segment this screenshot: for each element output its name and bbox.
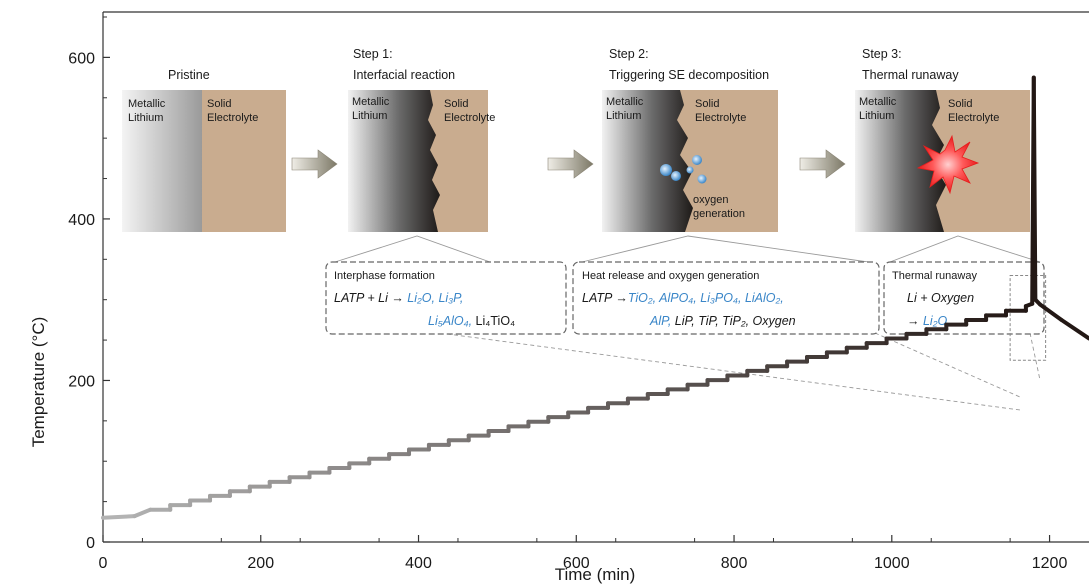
flame-burst-icon	[916, 134, 980, 195]
panel-title-line-2: Thermal runaway	[862, 68, 959, 82]
callout-reactant: →	[907, 314, 923, 328]
panel-title-line-1: Step 2:	[609, 47, 649, 61]
electrolyte-block	[202, 90, 286, 232]
panel-step-1: Step 1: Interfacial reaction Metallic Li…	[348, 47, 495, 232]
callout-product-highlight: Li₂O, Li₃P,	[407, 291, 463, 305]
axis-ticks	[102, 16, 1051, 543]
callout-product-highlight: AlP,	[649, 314, 671, 328]
panel-title-line-1: Step 1:	[353, 47, 393, 61]
x-tick-label: 1000	[874, 555, 910, 572]
x-tick-label: 200	[247, 555, 274, 572]
panel-title-line-1: Step 3:	[862, 47, 902, 61]
callout-line-1: LATP + Li → Li₂O, Li₃P,	[334, 291, 463, 305]
oxygen-bubble-icon	[697, 174, 707, 184]
tick-labels: 0 200 400 600 800 1000 1200 0 200 400 600	[68, 50, 1067, 572]
x-axis-label: Time (min)	[555, 565, 636, 584]
electrolyte-label-1: Solid	[948, 98, 972, 110]
step-arrow-icon	[547, 149, 594, 179]
callout-title: Interphase formation	[334, 270, 435, 282]
callout-product: LiP, TiP, TiP₂, Oxygen	[671, 314, 795, 328]
lithium-block	[602, 90, 693, 232]
temperature-curve-segment	[1031, 75, 1038, 302]
oxygen-bubble-icon	[660, 164, 672, 176]
callout-title: Thermal runaway	[892, 270, 977, 282]
lithium-block	[122, 90, 202, 232]
callout-title: Heat release and oxygen generation	[582, 270, 759, 282]
oxygen-label-1: oxygen	[693, 194, 728, 206]
electrolyte-label-1: Solid	[444, 98, 468, 110]
panel-title-line-2: Triggering SE decomposition	[609, 68, 769, 82]
zoom-leader-line	[874, 332, 1021, 398]
panel-pristine: Pristine Metallic Lithium Solid Electrol…	[122, 68, 286, 232]
lithium-label-2: Lithium	[606, 110, 641, 122]
lithium-label-2: Lithium	[128, 112, 163, 124]
y-tick-label: 0	[86, 535, 95, 552]
panel-step-3: Step 3: Thermal runaway Metallic Lithium…	[855, 47, 1030, 232]
callout-reactant: LATP →	[582, 291, 628, 305]
electrolyte-label-1: Solid	[207, 98, 231, 110]
electrolyte-label-2: Electrolyte	[948, 112, 999, 124]
plot-frame	[102, 11, 1089, 543]
lithium-label-1: Metallic	[352, 96, 390, 108]
lithium-label-1: Metallic	[128, 98, 166, 110]
panel-title-line-2: Pristine	[168, 68, 210, 82]
x-tick-label: 400	[405, 555, 432, 572]
step-arrow-icon	[291, 149, 338, 179]
zoom-region-box	[1009, 274, 1047, 361]
callout-heat-release: Heat release and oxygen generation LATP …	[572, 261, 880, 335]
callout-reactant: Li + Oxygen	[907, 291, 974, 305]
lithium-block	[855, 90, 946, 232]
lithium-block	[348, 90, 440, 232]
callout-product-highlight: TiO₂, AlPO₄, Li₃PO₄, LiAlO₂,	[628, 291, 784, 305]
lithium-label-1: Metallic	[859, 96, 897, 108]
temperature-curve-segment	[1059, 317, 1089, 341]
electrolyte-label-2: Electrolyte	[444, 112, 495, 124]
callout-product-highlight: Li₂O	[923, 314, 947, 328]
callout-line-1: LATP →TiO₂, AlPO₄, Li₃PO₄, LiAlO₂,	[582, 291, 784, 305]
callout-product-highlight: Li₅AlO₄,	[428, 314, 472, 328]
temperature-curve-segment	[101, 514, 137, 520]
zoom-leader-line	[1029, 332, 1041, 381]
callout-interphase-formation: Interphase formation LATP + Li → Li₂O, L…	[325, 261, 567, 335]
callout-box	[572, 261, 880, 335]
y-axis-label: Temperature (°C)	[29, 317, 48, 448]
oxygen-label-2: generation	[693, 208, 745, 220]
lithium-label-2: Lithium	[859, 110, 894, 122]
zoom-box-layer	[1009, 274, 1047, 361]
panel-title-line-2: Interfacial reaction	[353, 68, 455, 82]
x-tick-label: 1200	[1032, 555, 1068, 572]
y-tick-label: 200	[68, 373, 95, 390]
callout-line-1: Li + Oxygen	[907, 291, 974, 305]
callout-connector	[889, 235, 1041, 263]
y-tick-label: 600	[68, 50, 95, 67]
oxygen-bubble-icon	[671, 171, 681, 181]
lithium-label-2: Lithium	[352, 110, 387, 122]
x-tick-label: 800	[721, 555, 748, 572]
callout-box	[325, 261, 567, 335]
zoom-leader-line	[439, 332, 1021, 411]
callout-line-2: → Li₂O	[907, 314, 947, 328]
electrolyte-label-2: Electrolyte	[695, 112, 746, 124]
callout-reactant: LATP + Li →	[334, 291, 407, 305]
temperature-curve-segment	[132, 507, 153, 519]
temperature-curve-segment	[1038, 302, 1064, 322]
electrolyte-label-1: Solid	[695, 98, 719, 110]
callout-product: Li₄TiO₄	[472, 314, 515, 328]
lithium-label-1: Metallic	[606, 96, 644, 108]
series-layer	[101, 75, 1089, 520]
callout-connector	[334, 235, 491, 263]
panel-step-2: Step 2: Triggering SE decomposition Meta…	[602, 47, 778, 232]
callout-line-2: Li₅AlO₄, Li₄TiO₄	[428, 314, 515, 328]
x-tick-label: 0	[99, 555, 108, 572]
electrolyte-label-2: Electrolyte	[207, 112, 258, 124]
callout-connectors	[334, 235, 1041, 411]
callout-connector	[581, 235, 869, 263]
y-tick-label: 400	[68, 212, 95, 229]
oxygen-bubble-icon	[686, 166, 694, 174]
step-arrow-icon	[799, 149, 846, 179]
oxygen-bubble-icon	[692, 155, 702, 165]
x-tick-label: 600	[563, 555, 590, 572]
callout-line-2: AlP, LiP, TiP, TiP₂, Oxygen	[649, 314, 796, 328]
